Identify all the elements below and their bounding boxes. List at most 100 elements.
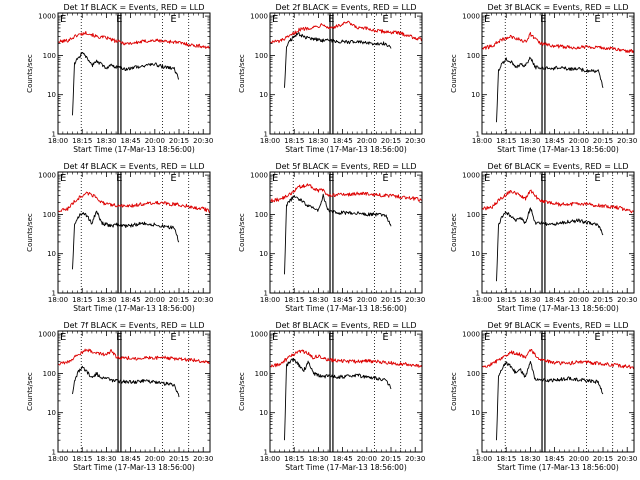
- y-tick-label: 1000: [462, 13, 480, 21]
- x-axis-label: Start Time (17-Mar-13 18:56:00): [285, 463, 407, 472]
- x-tick-label: 20:15: [593, 455, 613, 463]
- y-tick-label: 1: [52, 290, 56, 298]
- y-tick-label: 10: [471, 409, 480, 417]
- plot-frame: [481, 171, 635, 294]
- x-axis-label: Start Time (17-Mar-13 18:56:00): [497, 304, 619, 313]
- y-tick-label: 1: [52, 131, 56, 139]
- events-series-line: [496, 360, 604, 441]
- x-tick-label: 18:00: [260, 137, 280, 145]
- y-tick-label: 1000: [38, 331, 56, 339]
- x-tick-label: 18:15: [496, 296, 516, 304]
- y-tick-label: 100: [255, 52, 268, 60]
- event-marker-label: E: [116, 14, 122, 25]
- x-tick-label: 18:45: [545, 137, 565, 145]
- x-tick-label: 18:30: [520, 455, 540, 463]
- y-tick-label: 1000: [250, 172, 268, 180]
- plot-frame: [57, 12, 211, 135]
- x-tick-label: 18:45: [545, 296, 565, 304]
- panel-title: Det 3f BLACK = Events, RED = LLD: [487, 3, 628, 12]
- x-tick-label: 20:15: [381, 137, 401, 145]
- x-tick-label: 18:00: [472, 137, 492, 145]
- y-tick-label: 1: [476, 290, 480, 298]
- x-tick-label: 20:00: [569, 455, 589, 463]
- x-tick-label: 20:00: [569, 137, 589, 145]
- y-tick-label: 100: [43, 370, 56, 378]
- event-marker-label: E: [594, 14, 600, 25]
- panel-title: Det 5f BLACK = Events, RED = LLD: [275, 162, 416, 171]
- y-tick-label: 100: [255, 370, 268, 378]
- y-axis-label: Counts/sec: [238, 213, 246, 252]
- y-axis-label: Counts/sec: [238, 372, 246, 411]
- x-tick-label: 20:30: [193, 137, 213, 145]
- x-tick-label: 20:15: [381, 296, 401, 304]
- x-tick-label: 20:00: [145, 296, 165, 304]
- event-marker-label: E: [594, 332, 600, 343]
- x-tick-label: 18:30: [520, 137, 540, 145]
- x-tick-label: 20:15: [169, 455, 189, 463]
- y-tick-label: 1: [476, 131, 480, 139]
- event-marker-label: E: [116, 332, 122, 343]
- plot-frame: [481, 330, 635, 453]
- y-tick-label: 1: [476, 449, 480, 457]
- x-tick-label: 18:00: [472, 455, 492, 463]
- y-tick-label: 1000: [250, 331, 268, 339]
- x-tick-label: 18:45: [121, 296, 141, 304]
- events-series-line: [496, 56, 604, 123]
- x-tick-label: 20:30: [617, 137, 637, 145]
- x-tick-label: 18:15: [284, 455, 304, 463]
- events-series-line: [72, 210, 180, 270]
- y-tick-label: 100: [467, 211, 480, 219]
- y-tick-label: 1: [264, 290, 268, 298]
- y-tick-label: 1: [264, 131, 268, 139]
- event-marker-label: E: [60, 332, 66, 343]
- lld-series-line: [481, 348, 635, 370]
- x-tick-label: 18:45: [333, 455, 353, 463]
- y-tick-label: 10: [471, 91, 480, 99]
- x-axis-label: Start Time (17-Mar-13 18:56:00): [497, 463, 619, 472]
- y-tick-label: 1000: [462, 172, 480, 180]
- event-marker-label: E: [540, 173, 546, 184]
- panel-8: Det 8f BLACK = Events, RED = LLD E E E 1 10 10…: [238, 321, 425, 472]
- panel-6: Det 6f BLACK = Events, RED = LLD E E E 1 10 10…: [450, 162, 637, 313]
- x-tick-label: 18:15: [496, 137, 516, 145]
- x-axis-label: Start Time (17-Mar-13 18:56:00): [285, 145, 407, 154]
- y-axis-label: Counts/sec: [238, 54, 246, 93]
- x-tick-label: 20:30: [405, 455, 425, 463]
- panel-3: Det 3f BLACK = Events, RED = LLD E E E 1 10 10…: [450, 3, 637, 154]
- y-tick-label: 10: [47, 250, 56, 258]
- event-marker-label: E: [594, 173, 600, 184]
- lld-series-line: [481, 189, 635, 214]
- y-tick-label: 10: [259, 91, 268, 99]
- x-axis-label: Start Time (17-Mar-13 18:56:00): [73, 463, 195, 472]
- panel-9: Det 9f BLACK = Events, RED = LLD E E E 1 10 10…: [450, 321, 637, 472]
- event-marker-label: E: [382, 173, 388, 184]
- x-tick-label: 18:15: [72, 137, 92, 145]
- events-series-line: [72, 365, 180, 398]
- lld-series-line: [269, 20, 423, 44]
- event-marker-label: E: [170, 332, 176, 343]
- x-tick-label: 20:00: [357, 455, 377, 463]
- x-tick-label: 18:00: [260, 455, 280, 463]
- plot-frame: [57, 171, 211, 294]
- x-tick-label: 18:30: [308, 296, 328, 304]
- x-tick-label: 20:30: [617, 296, 637, 304]
- panel-title: Det 7f BLACK = Events, RED = LLD: [63, 321, 204, 330]
- x-tick-label: 18:45: [333, 296, 353, 304]
- event-marker-label: E: [540, 14, 546, 25]
- x-tick-label: 18:30: [308, 137, 328, 145]
- event-marker-label: E: [382, 14, 388, 25]
- x-tick-label: 18:15: [496, 455, 516, 463]
- x-tick-label: 18:45: [333, 137, 353, 145]
- x-tick-label: 18:45: [121, 137, 141, 145]
- x-tick-label: 18:00: [472, 296, 492, 304]
- x-tick-label: 18:15: [72, 296, 92, 304]
- y-tick-label: 100: [255, 211, 268, 219]
- y-tick-label: 10: [259, 250, 268, 258]
- y-tick-label: 1000: [38, 172, 56, 180]
- y-tick-label: 1000: [38, 13, 56, 21]
- x-tick-label: 18:00: [48, 296, 68, 304]
- lld-series-line: [269, 183, 422, 203]
- panel-4: Det 4f BLACK = Events, RED = LLD E E E 1 10 10…: [26, 162, 213, 313]
- lld-series-line: [481, 31, 635, 54]
